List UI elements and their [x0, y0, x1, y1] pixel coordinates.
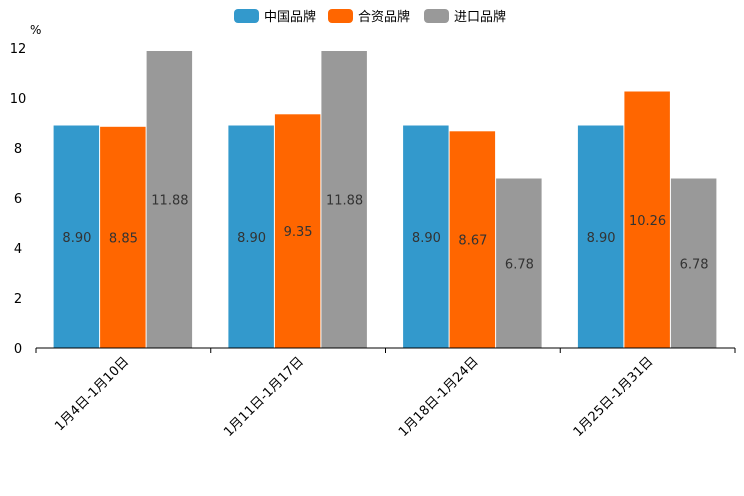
bar — [100, 126, 146, 348]
bar — [670, 178, 717, 348]
data-label: 8.85 — [109, 231, 138, 246]
data-labels: 8.90 8.85 11.88 8.90 9.35 11.88 8.90 8.67 6.78 8.… — [62, 194, 708, 273]
legend-swatch-2 — [328, 9, 353, 23]
bar — [577, 125, 624, 348]
bar — [496, 178, 542, 348]
legend-swatch-1 — [234, 9, 259, 23]
legend: 中国品牌 合资品牌 进口品牌 — [234, 9, 506, 25]
data-label: 6.78 — [680, 257, 709, 272]
y-tick-label: 10 — [10, 92, 27, 107]
bar — [53, 125, 100, 348]
data-label: 8.90 — [62, 231, 91, 246]
data-label: 8.90 — [412, 231, 441, 246]
x-category-label: 1月11日-1月17日 — [221, 354, 307, 440]
bar — [146, 51, 193, 348]
y-axis-unit-label: % — [30, 23, 41, 37]
bar — [449, 131, 496, 349]
legend-swatch-3 — [424, 9, 449, 23]
data-label: 8.90 — [587, 231, 616, 246]
x-category-label: 1月25日-1月31日 — [571, 354, 657, 440]
legend-label-1: 中国品牌 — [264, 9, 316, 25]
bar — [624, 91, 670, 348]
data-label: 6.78 — [505, 257, 534, 272]
data-label: 11.88 — [326, 194, 363, 209]
bar — [228, 125, 274, 348]
legend-label-3: 进口品牌 — [454, 9, 506, 25]
data-label: 10.26 — [629, 214, 666, 229]
data-label: 8.67 — [458, 234, 487, 249]
y-tick-label: 12 — [10, 42, 27, 57]
data-label: 9.35 — [284, 225, 313, 240]
bar — [403, 125, 449, 348]
x-category-label: 1月4日-1月10日 — [52, 354, 132, 434]
bar — [321, 51, 367, 348]
x-axis-ticks — [35, 348, 736, 353]
y-tick-label: 4 — [14, 242, 22, 257]
y-axis-ticks: 0 2 4 6 8 10 12 — [10, 42, 27, 357]
x-category-label: 1月18日-1月24日 — [396, 354, 482, 440]
y-tick-label: 8 — [14, 142, 22, 157]
x-axis-category-labels: 1月4日-1月10日 1月11日-1月17日 1月18日-1月24日 1月25日-1月… — [52, 354, 656, 440]
y-tick-label: 0 — [14, 342, 22, 357]
y-tick-label: 6 — [14, 192, 22, 207]
legend-label-2: 合资品牌 — [358, 9, 410, 25]
y-tick-label: 2 — [14, 292, 22, 307]
bar — [274, 114, 321, 349]
bars — [53, 51, 717, 349]
data-label: 11.88 — [151, 194, 188, 209]
data-label: 8.90 — [237, 231, 266, 246]
